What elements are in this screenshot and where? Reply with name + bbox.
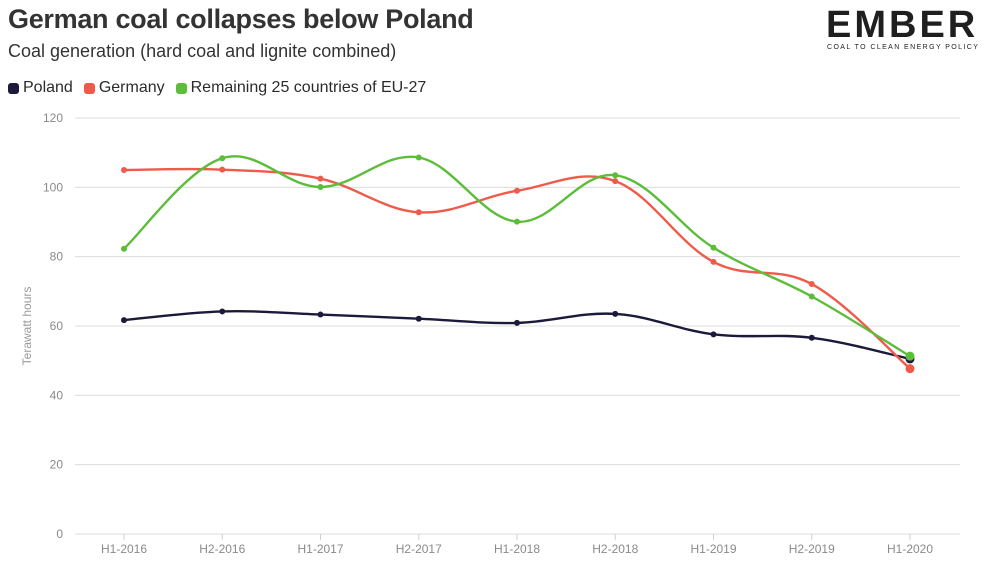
data-point-eu25[interactable]: [905, 351, 915, 361]
data-point-eu25[interactable]: [121, 245, 127, 252]
x-axis-ticks: H1-2016 H2-2016 H1-2017 H2-2017 H1-2018 H2-20…: [101, 534, 933, 556]
legend-swatch-eu25: [175, 82, 187, 94]
data-point-germany[interactable]: [612, 178, 619, 185]
y-axis-ticks: 0 20 40 60 80 100 120: [43, 111, 63, 541]
legend-swatch-germany: [83, 82, 95, 94]
x-tick-label: H1-2016: [101, 542, 147, 556]
data-point-poland[interactable]: [415, 315, 422, 322]
legend-label-eu25: Remaining 25 countries of EU-27: [190, 79, 427, 96]
data-point-eu25[interactable]: [514, 218, 520, 225]
legend-item-poland[interactable]: Poland: [8, 79, 73, 97]
legend-item-germany[interactable]: Germany: [83, 79, 165, 97]
x-tick-label: H2-2016: [199, 542, 245, 556]
y-tick-label: 80: [50, 250, 64, 264]
x-tick-label: H2-2018: [592, 542, 638, 556]
data-point-germany[interactable]: [710, 258, 717, 265]
legend-label-germany: Germany: [98, 79, 165, 96]
y-tick-label: 60: [50, 319, 64, 333]
data-point-poland[interactable]: [808, 334, 815, 341]
ember-logo: EMBER COAL TO CLEAN ENERGY POLICY: [826, 6, 981, 56]
chart-title: German coal collapses below Poland: [8, 4, 474, 34]
x-tick-label: H1-2018: [494, 542, 540, 556]
series-eu25: [121, 154, 915, 361]
series-line-poland: [122, 310, 912, 361]
data-point-poland[interactable]: [710, 331, 717, 338]
data-point-germany[interactable]: [415, 209, 422, 216]
data-point-poland[interactable]: [612, 310, 619, 317]
legend: Poland Germany Remaining 25 countries of…: [8, 78, 437, 98]
data-point-eu25[interactable]: [808, 293, 815, 300]
chart-subtitle: Coal generation (hard coal and lignite c…: [8, 41, 397, 61]
logo-tagline: COAL TO CLEAN ENERGY POLICY: [827, 44, 980, 51]
data-point-eu25[interactable]: [219, 155, 226, 162]
data-point-germany[interactable]: [121, 167, 127, 173]
data-point-eu25[interactable]: [317, 183, 324, 190]
data-point-poland[interactable]: [317, 311, 324, 318]
data-point-germany[interactable]: [317, 175, 324, 182]
y-tick-label: 100: [43, 180, 63, 194]
series-germany: [121, 166, 915, 374]
data-point-eu25[interactable]: [710, 244, 717, 251]
logo-wordmark: EMBER: [826, 4, 979, 46]
y-tick-label: 0: [56, 527, 63, 541]
data-point-eu25[interactable]: [612, 172, 619, 179]
series-layer: [121, 154, 915, 374]
x-tick-label: H2-2017: [396, 542, 442, 556]
legend-label-poland: Poland: [23, 79, 73, 96]
data-point-eu25[interactable]: [415, 154, 422, 161]
series-poland: [121, 308, 915, 364]
y-tick-label: 120: [43, 111, 63, 125]
x-tick-label: H2-2019: [789, 542, 835, 556]
data-point-germany[interactable]: [219, 166, 226, 173]
y-tick-label: 40: [50, 388, 64, 402]
data-point-poland[interactable]: [514, 319, 520, 326]
data-point-germany[interactable]: [905, 364, 915, 374]
data-point-poland[interactable]: [121, 317, 127, 324]
data-point-poland[interactable]: [219, 308, 226, 315]
legend-item-eu25[interactable]: Remaining 25 countries of EU-27: [175, 79, 427, 97]
legend-swatch-poland: [8, 82, 19, 94]
data-point-germany[interactable]: [514, 187, 520, 194]
x-tick-label: H1-2019: [690, 542, 736, 556]
x-tick-label: H1-2020: [887, 542, 933, 556]
data-point-germany[interactable]: [808, 281, 815, 288]
grid-lines: [75, 117, 960, 535]
y-tick-label: 20: [50, 458, 64, 472]
y-axis-label: Terawatt hours: [20, 287, 34, 366]
x-tick-label: H1-2017: [297, 542, 343, 556]
series-line-germany: [122, 167, 912, 370]
